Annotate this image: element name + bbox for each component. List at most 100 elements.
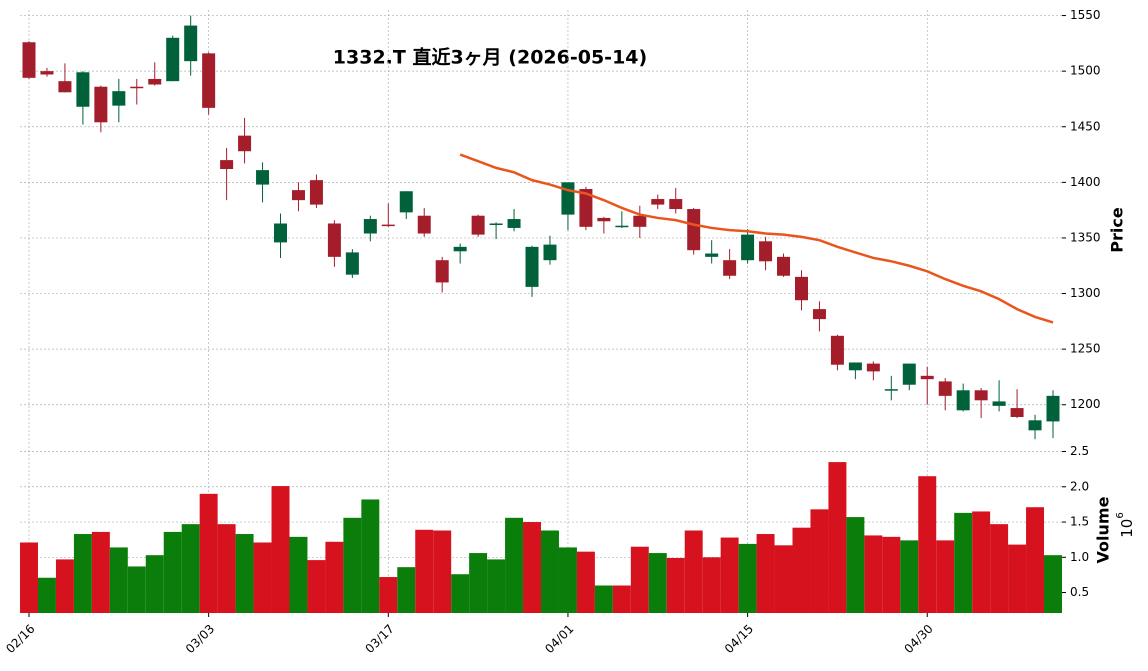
candle-body (309, 180, 323, 205)
candle-body (1046, 395, 1060, 422)
y-tick-label: 1200 (1070, 397, 1101, 411)
candle-body (148, 78, 162, 85)
candle-body (902, 363, 916, 385)
y-tick-label: 1550 (1070, 8, 1101, 22)
candle-body (274, 223, 288, 243)
x-tick-label: 04/01 (542, 622, 576, 656)
candle-body (76, 72, 90, 107)
candle-body (974, 390, 988, 401)
candle-body (453, 246, 467, 252)
candle-body (794, 276, 808, 301)
candle-body (381, 224, 395, 227)
volume-scale: 106 (1115, 512, 1136, 537)
volume-bar (253, 542, 272, 613)
volume-bar (307, 560, 326, 613)
volume-bar (738, 543, 757, 613)
volume-bar (684, 530, 703, 613)
volume-bar (109, 547, 128, 613)
volume-bar (163, 531, 182, 613)
volume-bar (1008, 544, 1027, 613)
x-tick-label: 04/30 (901, 622, 935, 656)
candle-body (812, 309, 826, 320)
candle-body (1010, 408, 1024, 417)
y-tick-label: 1350 (1070, 230, 1101, 244)
volume-axis-label: Volume (1094, 496, 1113, 563)
candle-body (633, 215, 647, 227)
volume-bar (558, 547, 577, 613)
moving-average (459, 153, 1054, 324)
volume-bar (666, 558, 685, 613)
candle-body (777, 256, 791, 276)
candle-body (669, 199, 683, 210)
volume-bar (235, 534, 254, 613)
candle-body (579, 189, 593, 227)
y-tick-label: 1.0 (1070, 550, 1089, 564)
candle-body (112, 91, 126, 106)
y-tick-label: 0.5 (1070, 585, 1089, 599)
volume-bar (451, 574, 470, 613)
candle-body (166, 37, 180, 82)
volume-bar (181, 524, 200, 613)
candle-body (723, 260, 737, 276)
candle-body (543, 244, 557, 261)
candle-body (866, 363, 880, 372)
volume-bar (612, 585, 631, 613)
volume-bar (918, 476, 937, 613)
candle-body (597, 217, 611, 222)
candle-body (22, 42, 36, 78)
volume-bar (792, 527, 811, 613)
volume-bar (343, 517, 362, 613)
volume-bar (936, 540, 955, 613)
y-tick-label: 1300 (1070, 286, 1101, 300)
volume-bar (900, 540, 919, 613)
candle-body (327, 223, 341, 257)
candle-body (848, 362, 862, 371)
candle-body (956, 390, 970, 411)
volume-bar (702, 557, 721, 613)
volume-bar (127, 566, 146, 613)
candle-body (920, 375, 934, 380)
volume-bar (73, 534, 92, 613)
candle-body (1028, 420, 1042, 431)
scale-exp: 6 (1115, 512, 1126, 518)
volume-bar (630, 546, 649, 613)
volume-bar (576, 551, 595, 613)
volume-bar (20, 542, 38, 613)
candle-body (238, 135, 252, 152)
volume-bar (828, 462, 847, 613)
x-tick-label: 03/17 (363, 622, 397, 656)
candle-body (130, 86, 144, 89)
candle-body (435, 260, 449, 283)
candle-body (345, 252, 359, 275)
volume-bar (415, 529, 434, 613)
candle-body (830, 335, 844, 365)
chart-title: 1332.T 直近3ヶ月 (2026-05-14) (333, 46, 647, 69)
candle-body (363, 219, 377, 234)
volume-bar (271, 486, 290, 613)
scale-base: 10 (1118, 519, 1136, 538)
volume-bar (864, 535, 883, 613)
volume-bar (972, 511, 991, 613)
candle-body (40, 71, 54, 75)
price-axis-label: Price (1108, 207, 1127, 253)
volume-bar (397, 567, 416, 613)
candle-body (938, 381, 952, 396)
volume-bar (217, 524, 236, 613)
volume-bar (720, 537, 739, 613)
x-tick-label: 02/16 (3, 622, 37, 656)
volume-bar (487, 559, 506, 613)
y-tick-label: 1250 (1070, 342, 1101, 356)
y-tick-label: 1400 (1070, 175, 1101, 189)
candle-body (291, 190, 305, 201)
candle-body (884, 389, 898, 391)
volume-bar (541, 530, 559, 613)
volume-bar (1026, 507, 1045, 613)
candle-body (184, 25, 198, 62)
volume-bar (523, 522, 541, 613)
candle-body (399, 191, 413, 213)
volume-bar (199, 493, 218, 613)
candle-body (507, 219, 521, 228)
volume-bar (433, 530, 452, 613)
candle-body (525, 246, 539, 287)
volume-bar (55, 559, 74, 613)
